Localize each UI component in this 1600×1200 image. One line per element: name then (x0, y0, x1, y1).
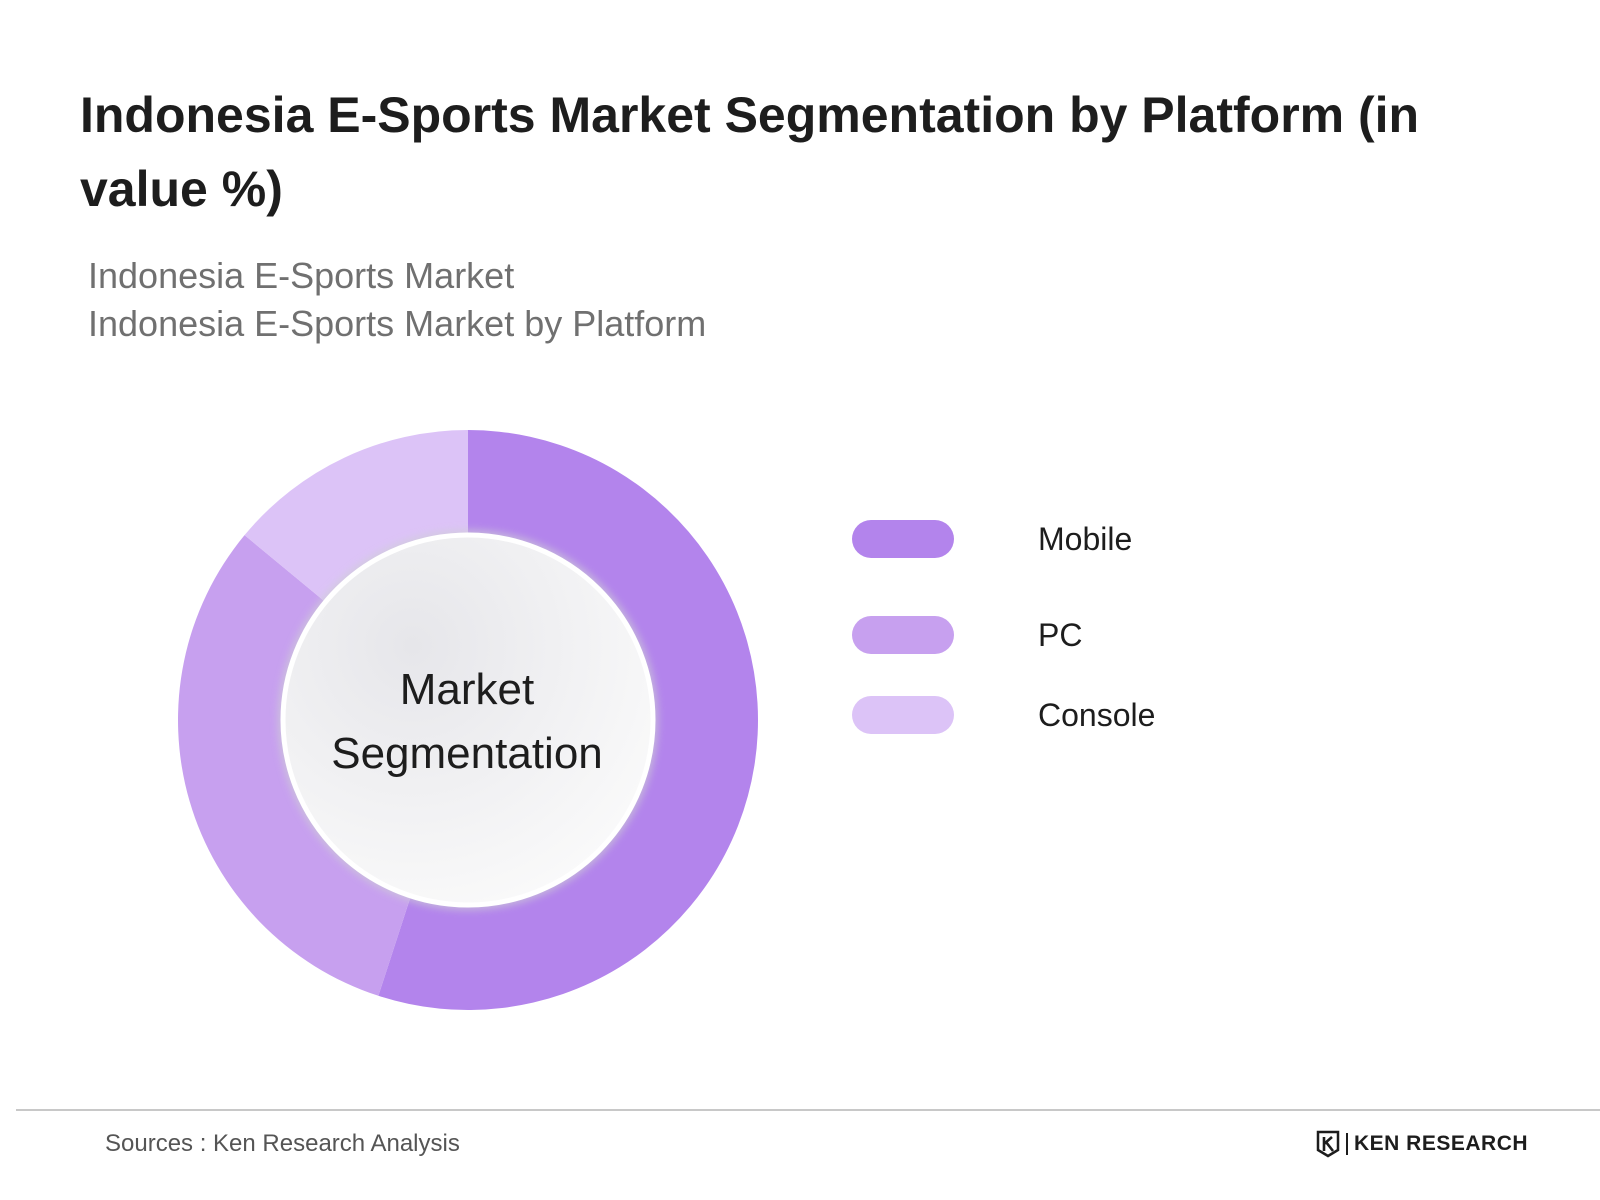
legend-swatch-pc (852, 616, 954, 654)
ken-research-logo-icon (1316, 1130, 1340, 1158)
donut-center-label: Market Segmentation (282, 658, 652, 786)
legend-swatch-console (852, 696, 954, 734)
center-label-line-1: Market (399, 665, 535, 714)
brand-name: KEN RESEARCH (1346, 1133, 1528, 1155)
center-label-line-2: Segmentation (331, 729, 603, 778)
source-note: Sources : Ken Research Analysis (105, 1130, 460, 1157)
donut-slice-mobile (378, 430, 758, 1010)
subtitle-line-2: Indonesia E-Sports Market by Platform (88, 303, 707, 344)
legend-swatch-mobile (852, 520, 954, 558)
subtitle-line-1: Indonesia E-Sports Market (88, 255, 515, 296)
footer-divider (16, 1109, 1600, 1111)
donut-center (280, 532, 656, 908)
legend-label-mobile: Mobile (1038, 521, 1133, 557)
donut-chart (177, 430, 758, 1010)
chart-subtitle: Indonesia E-Sports Market Indonesia E-Sp… (88, 252, 706, 348)
chart-title: Indonesia E-Sports Market Segmentation b… (80, 87, 1420, 217)
legend-label-pc: PC (1038, 617, 1083, 653)
brand-logo: KEN RESEARCH (1316, 1128, 1528, 1160)
legend-label-console: Console (1038, 697, 1156, 733)
donut-slice-console (244, 430, 468, 612)
